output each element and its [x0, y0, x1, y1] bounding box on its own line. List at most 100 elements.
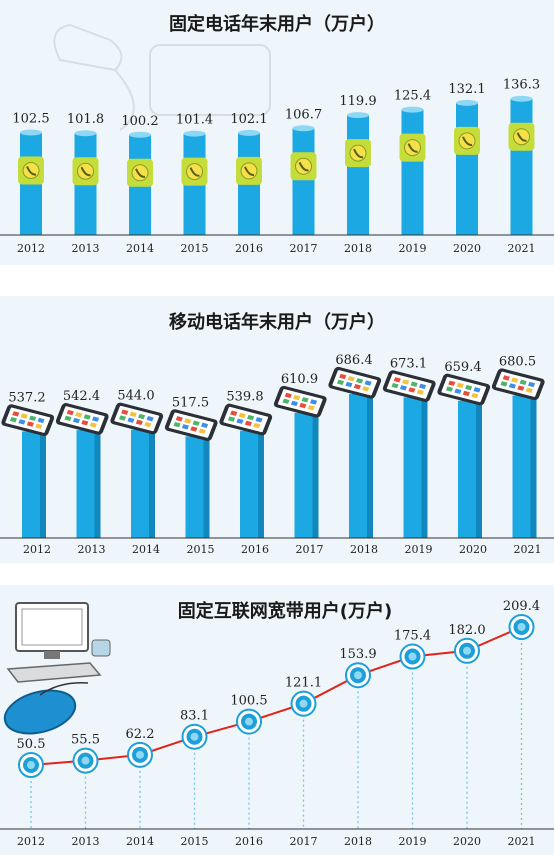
fixed-phone-bar-chart: 102.5 2012 101.8 2013 100.2 2014 101.4 2015 102.…	[0, 23, 554, 255]
app-tile	[37, 417, 45, 424]
app-tile	[471, 392, 479, 399]
bar	[292, 128, 315, 235]
bar-value-label: 101.8	[67, 112, 104, 127]
app-tile	[138, 413, 146, 420]
bar-value-label: 119.9	[339, 94, 376, 109]
marker-center	[463, 646, 471, 655]
bar-cap	[129, 131, 151, 138]
telephone-icon	[186, 163, 203, 181]
data-point	[290, 690, 317, 717]
x-tick-label: 2014	[132, 543, 160, 556]
app-tile	[127, 417, 135, 423]
x-tick-label: 2020	[453, 835, 481, 848]
series-line	[30, 626, 522, 766]
x-tick-label: 2018	[344, 835, 372, 848]
point-value-label: 50.5	[17, 737, 46, 752]
marker-center	[136, 750, 144, 759]
bar-shade	[421, 397, 428, 538]
x-tick-label: 2015	[181, 835, 209, 848]
app-tile	[247, 414, 255, 421]
app-tile	[26, 421, 34, 427]
app-tile	[20, 413, 28, 419]
bar-cap	[292, 125, 315, 132]
telephone-icon	[458, 132, 476, 150]
app-tile	[144, 421, 152, 428]
mobile-phone-chart-panel: 移动电话年末用户（万户） 537.2 2012 542.4 2013 544.0 2014…	[0, 296, 554, 563]
app-tile	[347, 376, 355, 382]
bar-value-label: 102.5	[12, 112, 49, 127]
data-point	[508, 614, 535, 640]
app-tile	[345, 381, 353, 388]
telephone-icon-handset	[462, 136, 473, 146]
app-tile	[83, 414, 91, 420]
x-tick-label: 2012	[17, 835, 45, 848]
x-tick-label: 2013	[72, 835, 100, 848]
smartphone-icon	[273, 385, 327, 418]
mouse-cable	[39, 682, 89, 696]
bar-shade	[476, 400, 482, 538]
bar	[510, 98, 533, 235]
app-tile	[284, 392, 292, 399]
bar-cap	[74, 130, 97, 137]
app-tile	[527, 381, 536, 388]
bar-cap	[456, 99, 478, 106]
app-tile	[12, 411, 20, 417]
app-tile	[508, 383, 517, 389]
app-tile	[192, 420, 200, 426]
bar-cap	[183, 130, 206, 137]
app-tile	[129, 411, 137, 418]
x-tick-label: 2017	[290, 242, 318, 255]
smartphone-icon	[219, 403, 273, 436]
data-point	[399, 643, 426, 670]
app-tile	[418, 383, 427, 390]
bar	[456, 102, 478, 236]
bar-shade	[149, 429, 155, 538]
x-tick-label: 2012	[23, 543, 51, 556]
marker-center	[299, 699, 308, 708]
app-tile	[135, 419, 143, 426]
app-tile	[238, 412, 246, 419]
app-tile	[35, 423, 43, 429]
app-tile	[500, 381, 508, 387]
mobile-phone-bar-chart: 537.2 2012 542.4 2013 544.0 2014 517.5 2015 539.…	[0, 353, 554, 556]
app-tile	[408, 387, 416, 393]
bar-value-label: 686.4	[335, 353, 372, 368]
marker-center	[190, 732, 199, 741]
app-tile	[301, 397, 309, 403]
app-tile	[293, 394, 301, 401]
monitor-stand	[44, 651, 60, 659]
point-value-label: 175.4	[394, 629, 431, 644]
data-point	[181, 723, 208, 750]
x-tick-label: 2021	[508, 242, 536, 255]
point-value-label: 121.1	[285, 676, 322, 691]
point-value-label: 182.0	[448, 623, 485, 638]
bar-value-label: 106.7	[285, 107, 322, 122]
telephone-body-outline	[149, 44, 271, 116]
x-tick-label: 2020	[459, 543, 487, 556]
fixed-phone-chart-title: 固定电话年末用户（万户）	[169, 14, 385, 35]
monitor-screen	[21, 608, 83, 646]
x-tick-label: 2016	[235, 242, 263, 255]
telephone-cord-outline	[114, 69, 135, 131]
x-tick-label: 2019	[405, 543, 433, 556]
bar-cap	[401, 106, 424, 113]
app-tile	[462, 390, 470, 397]
app-tile	[253, 422, 261, 429]
app-tile	[18, 419, 26, 425]
telephone-icon	[349, 144, 367, 162]
app-tile	[473, 387, 481, 393]
app-tile	[511, 377, 519, 383]
smartphone-icon	[164, 409, 218, 441]
data-point	[72, 747, 99, 774]
keyboard	[6, 662, 102, 683]
app-tile	[64, 415, 72, 422]
app-tile	[230, 410, 238, 416]
app-tile	[519, 379, 527, 385]
bar-value-label: 610.9	[281, 372, 318, 387]
telephone-icon-handset	[80, 166, 91, 177]
smartphone-icon	[110, 402, 164, 435]
app-tile	[517, 385, 525, 391]
app-tile	[362, 386, 370, 392]
x-tick-label: 2018	[350, 543, 378, 556]
app-tile	[184, 418, 192, 424]
